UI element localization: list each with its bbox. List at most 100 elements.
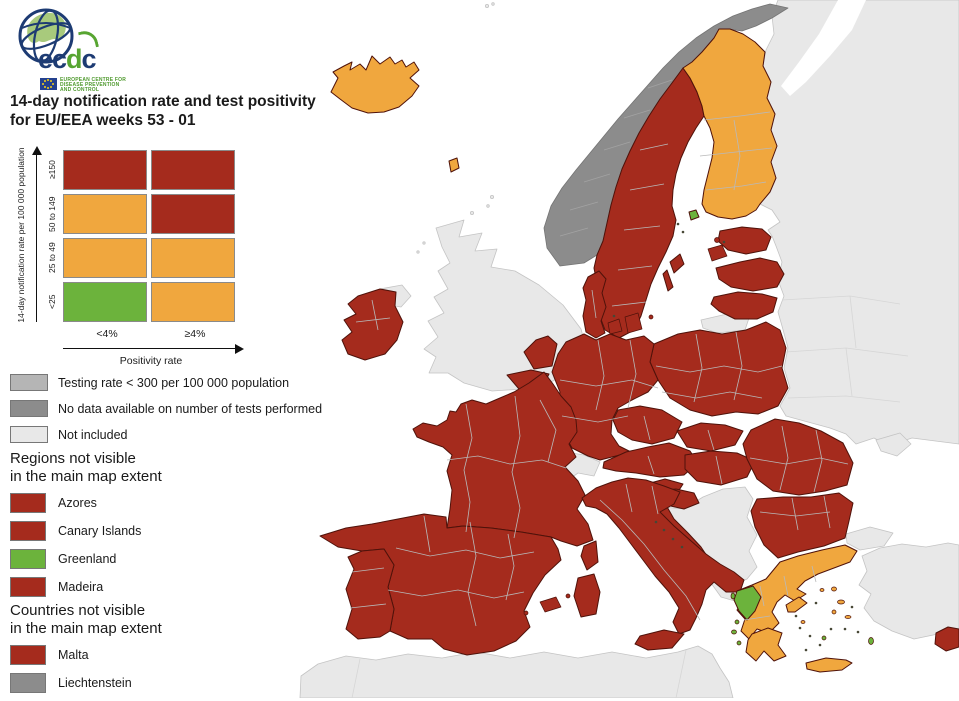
- white-sea: [781, 0, 866, 96]
- map-region-poland: [649, 321, 789, 417]
- map-region-cyprus: [934, 626, 959, 652]
- map-region-peloponnese: [745, 627, 787, 662]
- matrix-cell: [151, 150, 235, 190]
- map-region-netherlands: [523, 335, 558, 370]
- matrix-row: 25 to 49: [46, 238, 235, 278]
- small-island-specks: [612, 222, 860, 652]
- map-region-gotland: [669, 253, 685, 274]
- map-region-finland: [682, 28, 778, 220]
- matrix-cell: [63, 150, 147, 190]
- map-region-ireland: [341, 288, 404, 361]
- countries-not-visible-section: Countries not visible in the main map ex…: [10, 602, 162, 701]
- legend-swatch: [10, 426, 48, 443]
- map-region-denmark: [582, 270, 607, 339]
- map-region-jan-mayen: [484, 2, 495, 9]
- map-region-north-africa: [299, 645, 734, 698]
- item-label: Greenland: [58, 551, 117, 566]
- map-region-euboea: [785, 596, 808, 613]
- legend-swatch: [10, 374, 48, 391]
- map-region-faroe-islands: [448, 157, 460, 173]
- matrix-col-label: ≥4%: [184, 328, 206, 340]
- eastern-europe-borders: [351, 295, 909, 698]
- map-region-scottish-islands: [416, 194, 494, 254]
- swatch: [10, 492, 46, 513]
- legend-item: No data available on number of tests per…: [10, 400, 322, 417]
- matrix-row-label: ≥150: [47, 160, 57, 180]
- matrix-row: ≥150: [46, 150, 235, 190]
- item-label: Madeira: [58, 579, 104, 594]
- map-region-lithuania: [710, 291, 778, 320]
- legend-swatch: [10, 400, 48, 417]
- matrix-cell: [151, 282, 235, 322]
- map-region-denmark-islands: [607, 312, 654, 335]
- map-region-estonia-islands: [707, 237, 728, 262]
- list-item: Madeira: [10, 576, 162, 597]
- map-region-czechia: [612, 405, 683, 445]
- matrix-y-axis-label: 14-day notification rate per 100 000 pop…: [16, 147, 26, 323]
- matrix-legend: 14-day notification rate per 100 000 pop…: [8, 146, 258, 376]
- map-region-romania: [742, 418, 854, 496]
- section-heading: Countries not visible in the main map ex…: [10, 602, 162, 638]
- map-region-russia-belarus-ukraine: [759, 0, 959, 447]
- matrix-cell: [63, 194, 147, 234]
- map-region-sardinia: [573, 573, 601, 618]
- matrix-row-label: 50 to 149: [47, 196, 57, 232]
- legend-label: Not included: [58, 427, 128, 442]
- matrix-row: 50 to 149: [46, 194, 235, 234]
- item-label: Azores: [58, 495, 97, 510]
- y-axis-arrowhead-icon: [32, 146, 42, 155]
- map-region-latvia: [715, 257, 785, 292]
- matrix-cell: [151, 238, 235, 278]
- matrix-row-label: 25 to 49: [47, 242, 57, 274]
- regions-not-visible-section: Regions not visible in the main map exte…: [10, 450, 162, 605]
- item-label: Malta: [58, 647, 89, 662]
- item-label: Canary Islands: [58, 523, 142, 538]
- legend-list: Testing rate < 300 per 100 000 populatio…: [10, 374, 322, 452]
- list-item: Canary Islands: [10, 520, 162, 541]
- legend-label: Testing rate < 300 per 100 000 populatio…: [58, 375, 290, 390]
- logo-caption: EUROPEAN CENTRE FOR DISEASE PREVENTION A…: [40, 78, 126, 93]
- y-axis-arrow: [36, 154, 37, 322]
- list-item: Greenland: [10, 548, 162, 569]
- swatch: [10, 548, 46, 569]
- map-region-turkey: [858, 542, 959, 640]
- legend-item: Testing rate < 300 per 100 000 populatio…: [10, 374, 322, 391]
- map-region-greece-mainland: [736, 544, 858, 640]
- matrix-cell: [63, 238, 147, 278]
- map-region-crete: [805, 657, 853, 673]
- nuts-region-borders: [349, 111, 849, 627]
- map-region-crimea: [875, 432, 912, 457]
- item-label: Liechtenstein: [58, 675, 132, 690]
- map-region-iceland: [330, 55, 420, 114]
- x-axis-arrowhead-icon: [235, 343, 244, 354]
- map-region-greek-islands-green: [730, 592, 874, 646]
- matrix-row-label: <25: [47, 294, 57, 310]
- matrix-col-label: <4%: [96, 328, 118, 340]
- map-title: 14-day notification rate and test positi…: [10, 93, 316, 130]
- map-region-estonia: [717, 226, 772, 255]
- norway-region-borders: [559, 79, 673, 237]
- map-region-corsica: [580, 540, 599, 571]
- map-region-oland: [662, 269, 674, 292]
- map-region-greek-islands-orange: [800, 586, 852, 624]
- list-item: Liechtenstein: [10, 672, 162, 693]
- list-item: Azores: [10, 492, 162, 513]
- matrix-cell: [63, 282, 147, 322]
- map-region-italy: [581, 477, 745, 635]
- swatch: [10, 644, 46, 665]
- matrix-column-labels: <4% ≥4%: [63, 328, 239, 340]
- globe-icon: [18, 8, 74, 64]
- x-axis-arrow: [63, 348, 235, 349]
- map-region-balearic-islands: [523, 593, 571, 616]
- swatch: [10, 520, 46, 541]
- legend-item: Not included: [10, 426, 322, 443]
- map-region-greece-epirus: [733, 585, 762, 621]
- eu-flag-icon: [40, 78, 57, 90]
- map-region-hungary: [684, 450, 756, 486]
- logo-caption-text: EUROPEAN CENTRE FOR DISEASE PREVENTION A…: [60, 77, 127, 93]
- logo-wordmark: ecdc: [38, 44, 97, 74]
- legend-label: No data available on number of tests per…: [58, 401, 323, 416]
- eu-countries-layer: [319, 28, 959, 673]
